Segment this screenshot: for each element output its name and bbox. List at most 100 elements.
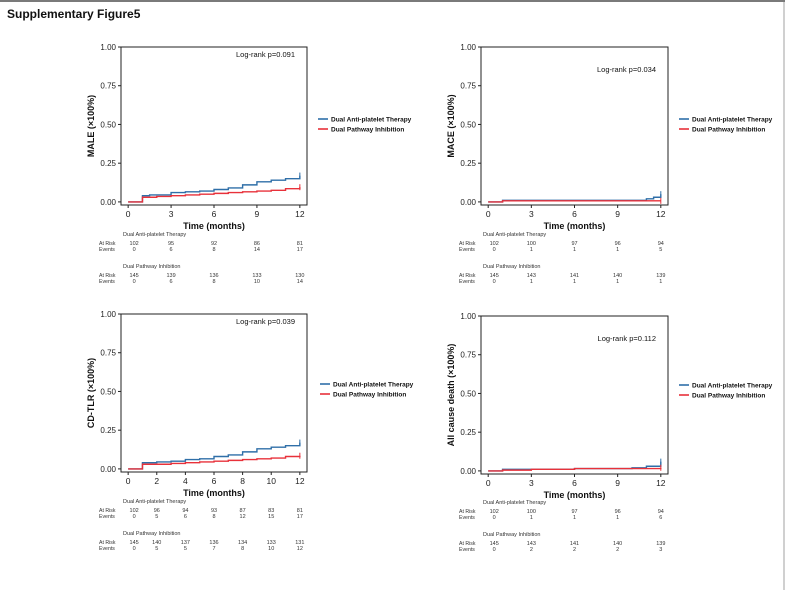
risk-at-risk-value: 96: [615, 509, 621, 515]
risk-at-risk-value: 141: [570, 273, 579, 279]
x-tick-label: 9: [615, 478, 620, 488]
risk-at-risk-value: 100: [527, 509, 536, 515]
y-tick-label: 0.50: [460, 120, 476, 129]
risk-events-value: 0: [493, 547, 496, 553]
risk-row-label: At Risk: [459, 273, 476, 279]
y-axis-label: CD-TLR (×100%): [86, 358, 96, 428]
x-tick-label: 6: [572, 478, 577, 488]
risk-group-title: Dual Anti-platelet Therapy: [123, 499, 186, 505]
x-tick-label: 3: [529, 478, 534, 488]
x-tick-label: 9: [615, 209, 620, 219]
x-tick-label: 8: [240, 476, 245, 486]
risk-at-risk-value: 139: [656, 273, 665, 279]
y-tick-label: 0.75: [460, 351, 476, 360]
right-border: [783, 2, 785, 590]
y-tick-label: 0.00: [460, 467, 476, 476]
x-tick-label: 12: [656, 209, 666, 219]
logrank-annotation: Log-rank p=0.039: [236, 317, 295, 326]
risk-row-label: Events: [459, 279, 475, 285]
km-curve: [128, 442, 301, 470]
y-tick-label: 0.75: [460, 82, 476, 91]
risk-row-label: Events: [99, 247, 115, 253]
risk-events-value: 12: [240, 514, 246, 520]
y-tick-label: 0.25: [460, 428, 476, 437]
risk-at-risk-value: 94: [658, 509, 664, 515]
risk-at-risk-value: 97: [571, 241, 577, 247]
logrank-annotation: Log-rank p=0.034: [597, 65, 656, 74]
x-tick-label: 2: [154, 476, 159, 486]
risk-events-value: 6: [170, 279, 173, 285]
risk-group-title: Dual Anti-platelet Therapy: [123, 232, 186, 238]
risk-group-title: Dual Pathway Inhibition: [123, 264, 180, 270]
x-axis-label: Time (months): [183, 488, 245, 498]
risk-at-risk-value: 145: [490, 541, 499, 547]
risk-events-value: 8: [241, 546, 244, 552]
risk-events-value: 5: [184, 546, 187, 552]
risk-row-label: Events: [99, 546, 115, 552]
risk-at-risk-value: 100: [527, 241, 536, 247]
risk-events-value: 1: [530, 279, 533, 285]
y-axis-label: All cause death (×100%): [446, 344, 456, 447]
risk-events-value: 17: [297, 247, 303, 253]
risk-events-value: 1: [659, 279, 662, 285]
x-axis-label: Time (months): [183, 221, 245, 231]
risk-events-value: 1: [616, 247, 619, 253]
risk-events-value: 14: [254, 247, 260, 253]
logrank-annotation: Log-rank p=0.112: [598, 334, 656, 343]
legend-label: Dual Pathway Inhibition: [333, 392, 406, 399]
y-tick-label: 0.25: [100, 426, 116, 435]
risk-events-value: 7: [212, 546, 215, 552]
risk-row-label: Events: [99, 514, 115, 520]
risk-events-value: 5: [155, 514, 158, 520]
risk-at-risk-value: 145: [130, 540, 139, 546]
risk-events-value: 0: [133, 279, 136, 285]
risk-events-value: 6: [170, 247, 173, 253]
risk-at-risk-value: 141: [570, 541, 579, 547]
risk-events-value: 1: [616, 515, 619, 521]
risk-row-label: At Risk: [99, 241, 116, 247]
risk-at-risk-value: 102: [490, 509, 499, 515]
risk-events-value: 1: [530, 515, 533, 521]
km-curve: [128, 187, 301, 203]
risk-row-label: At Risk: [99, 540, 116, 546]
risk-row-label: Events: [99, 279, 115, 285]
risk-group-title: Dual Pathway Inhibition: [123, 531, 180, 537]
x-axis-label: Time (months): [544, 221, 606, 231]
risk-at-risk-value: 102: [490, 241, 499, 247]
risk-at-risk-value: 94: [658, 241, 664, 247]
risk-events-value: 0: [133, 546, 136, 552]
risk-at-risk-value: 86: [254, 241, 260, 247]
km-curve: [488, 200, 661, 203]
km-panel-2: 0.00 0.25 0.50 0.75 1.00 0 3 6 9 12 Time (months) M…: [446, 43, 773, 285]
risk-row-label: At Risk: [459, 509, 476, 515]
risk-at-risk-value: 136: [209, 540, 218, 546]
y-tick-label: 0.25: [100, 159, 116, 168]
risk-events-value: 2: [573, 547, 576, 553]
risk-group-title: Dual Anti-platelet Therapy: [483, 232, 546, 238]
risk-at-risk-value: 96: [154, 508, 160, 514]
risk-events-value: 12: [297, 546, 303, 552]
risk-group-title: Dual Anti-platelet Therapy: [483, 500, 546, 506]
risk-at-risk-value: 143: [527, 273, 536, 279]
risk-events-value: 8: [212, 279, 215, 285]
risk-at-risk-value: 83: [268, 508, 274, 514]
risk-row-label: At Risk: [99, 508, 116, 514]
x-tick-label: 0: [126, 209, 131, 219]
risk-events-value: 8: [212, 514, 215, 520]
x-tick-label: 3: [529, 209, 534, 219]
y-axis-label: MALE (×100%): [86, 95, 96, 157]
risk-events-value: 3: [659, 547, 662, 553]
risk-events-value: 1: [530, 247, 533, 253]
y-tick-label: 0.50: [100, 120, 116, 129]
risk-at-risk-value: 102: [130, 508, 139, 514]
y-tick-label: 1.00: [100, 310, 116, 319]
risk-at-risk-value: 97: [571, 509, 577, 515]
x-tick-label: 12: [656, 478, 666, 488]
risk-events-value: 8: [212, 247, 215, 253]
y-tick-label: 0.00: [460, 198, 476, 207]
risk-at-risk-value: 139: [656, 541, 665, 547]
plot-frame: [120, 46, 308, 206]
km-curve: [128, 455, 301, 470]
